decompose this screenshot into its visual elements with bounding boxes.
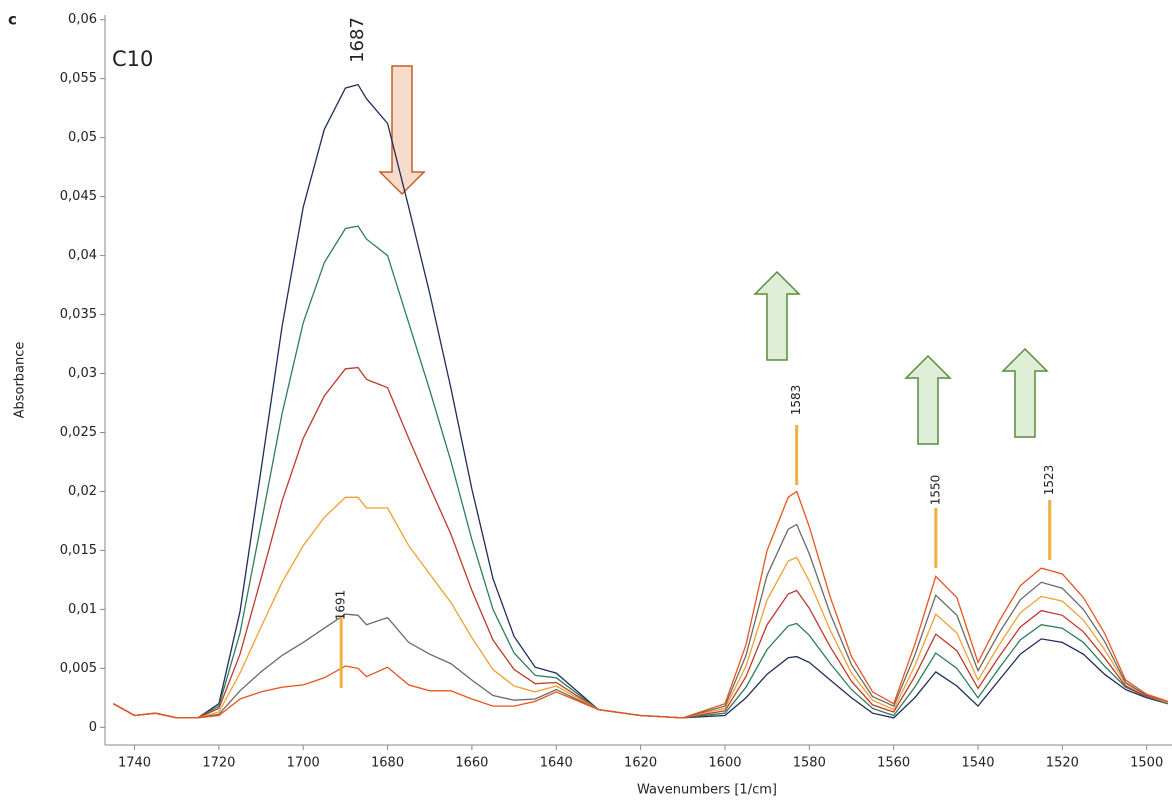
x-tick-label: 1640 <box>540 756 573 771</box>
x-tick-label: 1620 <box>624 756 657 771</box>
increase-arrow <box>1001 347 1049 438</box>
spectrum-line <box>113 225 1169 719</box>
peak-label: 1583 <box>789 385 803 416</box>
panel-label: c <box>8 11 17 29</box>
y-tick-label: 0,04 <box>68 248 97 263</box>
x-tick-label: 1520 <box>1046 756 1079 771</box>
x-tick-label: 1560 <box>877 756 910 771</box>
x-tick-label: 1680 <box>371 756 404 771</box>
peak-label: 1550 <box>928 475 942 506</box>
x-tick-label: 1500 <box>1130 756 1163 771</box>
y-tick-label: 0,02 <box>68 484 97 499</box>
spectrum-line <box>113 496 1169 719</box>
spectrum-line <box>113 490 1169 719</box>
peak-label: 1687 <box>347 17 368 63</box>
y-tick-label: 0,025 <box>60 425 97 440</box>
x-axis-label: Wavenumbers [1/cm] <box>637 783 777 798</box>
peak-label: 1691 <box>334 590 348 621</box>
y-tick-label: 0,015 <box>60 543 97 558</box>
y-tick-label: 0,01 <box>68 602 97 617</box>
x-tick-label: 1600 <box>708 756 741 771</box>
y-axis-label: Absorbance <box>13 342 28 419</box>
decrease-arrow <box>378 65 426 196</box>
x-tick-label: 1660 <box>455 756 488 771</box>
y-tick-label: 0,045 <box>60 189 97 204</box>
y-tick-label: 0,03 <box>68 366 97 381</box>
y-tick-label: 0,005 <box>60 661 97 676</box>
y-tick-label: 0,035 <box>60 307 97 322</box>
y-tick-label: 0,06 <box>68 12 97 27</box>
peak-label: 1523 <box>1042 465 1056 496</box>
y-tick-label: 0 <box>89 720 97 735</box>
spectrum-line <box>113 366 1168 719</box>
spectrum-line <box>113 83 1168 719</box>
increase-arrow <box>753 270 801 361</box>
x-tick-label: 1700 <box>287 756 320 771</box>
increase-arrow <box>904 354 952 445</box>
x-tick-label: 1740 <box>118 756 151 771</box>
y-tick-label: 0,055 <box>60 71 97 86</box>
sample-label: C10 <box>112 47 153 71</box>
x-tick-label: 1720 <box>202 756 235 771</box>
x-tick-label: 1580 <box>793 756 826 771</box>
x-tick-label: 1540 <box>961 756 994 771</box>
y-tick-label: 0,05 <box>68 130 97 145</box>
